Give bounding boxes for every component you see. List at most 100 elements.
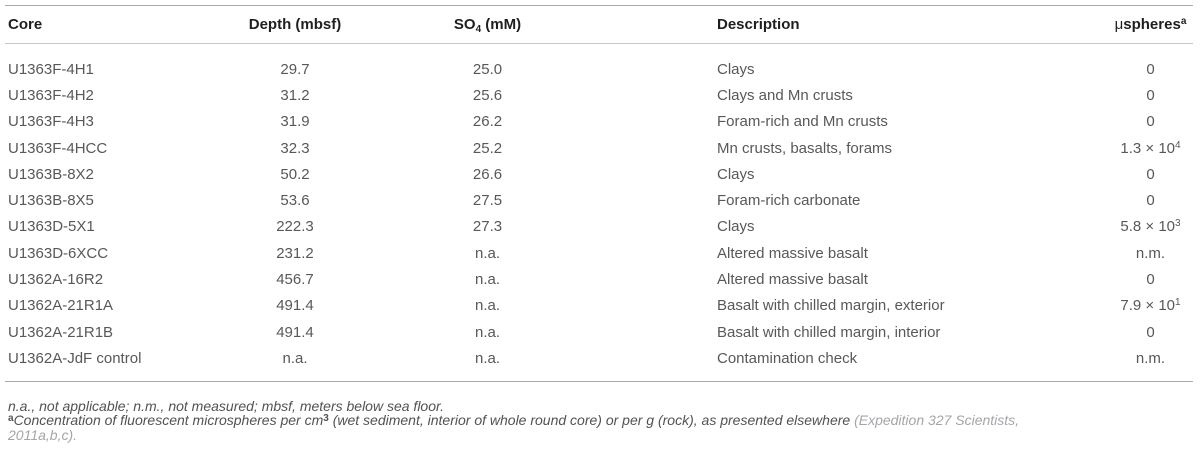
description-text: Altered massive basalt xyxy=(717,244,868,262)
description-text: Clays xyxy=(717,165,755,183)
cell-core: U1363F-4H3 xyxy=(5,113,235,130)
description-text: Clays xyxy=(717,218,755,236)
cell-core: U1363F-4H1 xyxy=(5,61,235,78)
cell-depth: 29.7 xyxy=(235,61,355,78)
cell-description: Basalt with chilled margin, exterior xyxy=(620,297,1108,314)
table-row: U1362A-21R1A 491.4 n.a. Basalt with chil… xyxy=(5,293,1193,319)
description-text: Foram-rich carbonate xyxy=(717,192,861,210)
so4-value: n.a. xyxy=(474,349,501,367)
description-text: Basalt with chilled margin, interior xyxy=(717,323,941,341)
description-text: Clays and Mn crusts xyxy=(717,86,853,104)
table-row: U1363B-8X5 53.6 27.5 Foram-rich carbonat… xyxy=(5,187,1193,213)
core-id: U1363B-8X5 xyxy=(8,192,94,210)
table-row: U1363F-4HCC 32.3 25.2 Mn crusts, basalts… xyxy=(5,135,1193,161)
cell-microspheres: 1.3 × 104 xyxy=(1108,140,1193,157)
depth-value: 29.7 xyxy=(280,60,310,78)
so4-value: n.a. xyxy=(474,244,501,262)
cell-depth: 53.6 xyxy=(235,192,355,209)
cell-depth: 222.3 xyxy=(235,218,355,235)
cell-so4: 26.6 xyxy=(355,166,620,183)
col-header-description: Description xyxy=(717,16,800,33)
table-row: U1363F-4H2 31.2 25.6 Clays and Mn crusts… xyxy=(5,82,1193,108)
description-text: Mn crusts, basalts, forams xyxy=(717,139,893,157)
cell-description: Clays and Mn crusts xyxy=(620,87,1108,104)
cell-description: Clays xyxy=(620,218,1108,235)
microspheres-label: spheres xyxy=(1123,16,1181,33)
table-footnotes: n.a., not applicable; n.m., not measured… xyxy=(5,397,1193,443)
cell-depth: 491.4 xyxy=(235,297,355,314)
cell-description: Mn crusts, basalts, forams xyxy=(620,140,1108,157)
cell-description: Clays xyxy=(620,166,1108,183)
so4-value: 27.5 xyxy=(472,192,503,210)
so4-value: n.a. xyxy=(474,323,501,341)
description-text: Contamination check xyxy=(717,349,858,367)
cell-depth: 456.7 xyxy=(235,271,355,288)
so4-label: SO xyxy=(453,16,476,33)
cell-so4: n.a. xyxy=(355,350,620,367)
table-body: U1363F-4H1 29.7 25.0 Clays 0 U1363F-4H2 … xyxy=(5,44,1193,381)
cell-depth: 491.4 xyxy=(235,324,355,341)
table-row: U1363D-6XCC 231.2 n.a. Altered massive b… xyxy=(5,240,1193,266)
cell-core: U1363D-5X1 xyxy=(5,218,235,235)
cell-core: U1363B-8X2 xyxy=(5,166,235,183)
table-row: U1363D-5X1 222.3 27.3 Clays 5.8 × 103 xyxy=(5,214,1193,240)
cell-so4: n.a. xyxy=(355,297,620,314)
microspheres-value: 0 xyxy=(1146,271,1155,289)
cell-so4: 25.0 xyxy=(355,61,620,78)
microspheres-value: 0 xyxy=(1146,165,1155,183)
microspheres-value: 1.3 × 10 xyxy=(1120,139,1176,157)
col-header-so4: SO4 (mM) xyxy=(355,16,620,35)
core-id: U1362A-JdF control xyxy=(8,349,142,367)
microspheres-value: 5.8 × 10 xyxy=(1120,218,1176,236)
cell-microspheres: 0 xyxy=(1108,166,1193,183)
depth-value: n.a. xyxy=(282,349,308,367)
description-text: Foram-rich and Mn crusts xyxy=(717,113,888,131)
depth-value: 31.2 xyxy=(280,86,310,104)
citation-link[interactable]: (Expedition 327 Scientists, 2011a,b,c). xyxy=(8,412,1019,443)
table-row: U1363F-4H3 31.9 26.2 Foram-rich and Mn c… xyxy=(5,109,1193,135)
cell-core: U1363F-4H2 xyxy=(5,87,235,104)
microspheres-exponent: 1 xyxy=(1175,297,1181,309)
mu-symbol: μ xyxy=(1114,16,1124,33)
citation-line-1[interactable]: (Expedition 327 Scientists, xyxy=(854,412,1020,429)
so4-value: 25.2 xyxy=(472,139,503,157)
core-id: U1363F-4H2 xyxy=(8,86,94,104)
description-text: Basalt with chilled margin, exterior xyxy=(717,297,945,315)
cell-so4: 26.2 xyxy=(355,113,620,130)
so4-value: 25.6 xyxy=(472,86,503,104)
so4-value: 26.2 xyxy=(472,113,503,131)
table-row: U1362A-21R1B 491.4 n.a. Basalt with chil… xyxy=(5,319,1193,345)
so4-value: 25.0 xyxy=(472,60,503,78)
microspheres-value: 0 xyxy=(1146,113,1155,131)
so4-subscript: 4 xyxy=(475,24,482,35)
table-header-row: Core Depth (mbsf) SO4 (mM) Description μ… xyxy=(5,6,1193,44)
cm-cubed-superscript: 3 xyxy=(323,413,329,425)
cell-so4: n.a. xyxy=(355,324,620,341)
footnote-abbreviations: n.a., not applicable; n.m., not measured… xyxy=(8,397,445,414)
cell-description: Altered massive basalt xyxy=(620,245,1108,262)
cell-description: Clays xyxy=(620,61,1108,78)
depth-value: 32.3 xyxy=(280,139,310,157)
cell-depth: n.a. xyxy=(235,350,355,367)
depth-value: 491.4 xyxy=(276,297,314,315)
microspheres-value: n.m. xyxy=(1135,244,1166,262)
cell-description: Basalt with chilled margin, interior xyxy=(620,324,1108,341)
data-table: Core Depth (mbsf) SO4 (mM) Description μ… xyxy=(5,5,1193,382)
footnote-a: aConcentration of fluorescent microspher… xyxy=(8,413,1193,442)
cell-description: Foram-rich carbonate xyxy=(620,192,1108,209)
cell-depth: 50.2 xyxy=(235,166,355,183)
cell-core: U1362A-JdF control xyxy=(5,350,235,367)
citation-line-2[interactable]: 2011a,b,c). xyxy=(8,426,78,443)
cell-depth: 31.9 xyxy=(235,113,355,130)
cell-depth: 231.2 xyxy=(235,245,355,262)
microspheres-value: 0 xyxy=(1146,192,1155,210)
cell-microspheres: 0 xyxy=(1108,113,1193,130)
footnote-a-text-1: Concentration of fluorescent microsphere… xyxy=(13,412,324,429)
description-text: Altered massive basalt xyxy=(717,271,868,289)
cell-microspheres: 0 xyxy=(1108,192,1193,209)
cell-core: U1363B-8X5 xyxy=(5,192,235,209)
core-id: U1362A-21R1B xyxy=(8,323,114,341)
cell-so4: 27.3 xyxy=(355,218,620,235)
so4-unit: (mM) xyxy=(481,16,522,33)
depth-value: 491.4 xyxy=(276,323,314,341)
